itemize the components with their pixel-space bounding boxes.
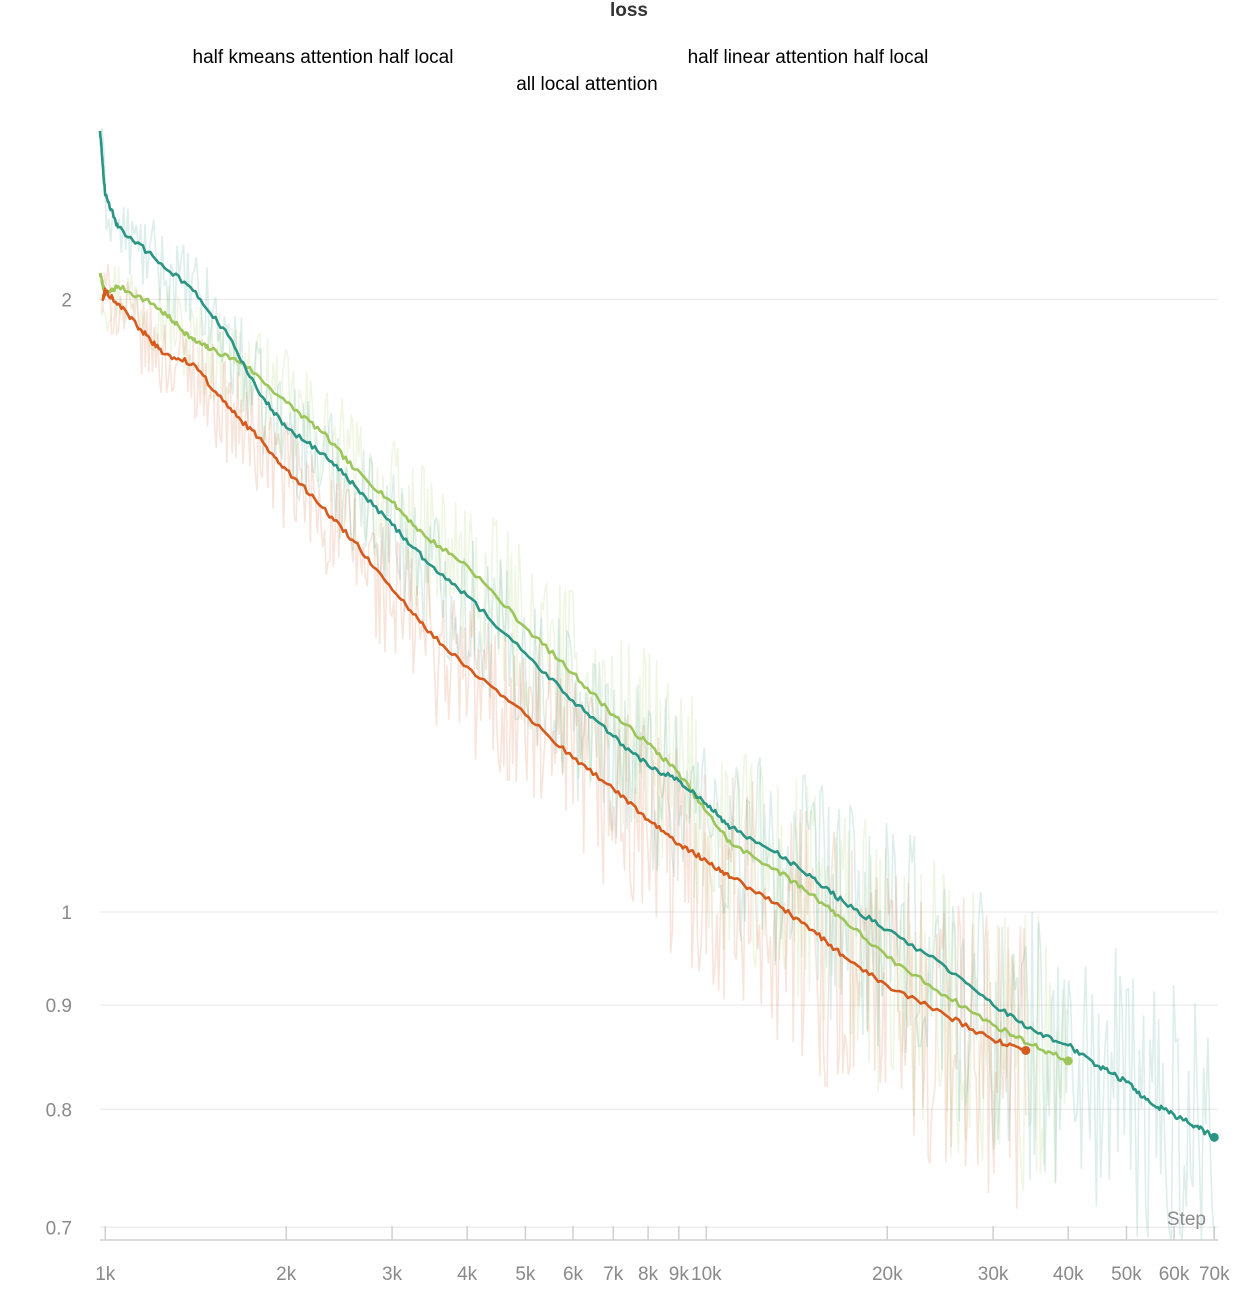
x-tick-label: 60k	[1159, 1264, 1190, 1285]
x-tick-label: 20k	[872, 1264, 903, 1285]
chart-title: loss	[610, 0, 648, 21]
raw-noise-trace	[99, 265, 1069, 1192]
x-tick-label: 40k	[1053, 1264, 1084, 1285]
y-tick-label: 1	[61, 903, 72, 924]
y-tick-label: 0.9	[46, 996, 72, 1017]
y-tick-label: 0.8	[46, 1100, 72, 1121]
series-line[interactable]	[101, 287, 1027, 1052]
x-tick-label: 8k	[638, 1264, 659, 1285]
legend-entry-all-local[interactable]: all local attention	[516, 74, 658, 95]
series-end-marker[interactable]	[1209, 1132, 1219, 1142]
x-tick-label: 7k	[603, 1264, 624, 1285]
series-end-marker[interactable]	[1021, 1045, 1031, 1055]
series-line[interactable]	[98, 130, 1216, 1140]
legend-entry-half-linear[interactable]: half linear attention half local	[688, 47, 929, 68]
x-tick-label: 1k	[95, 1264, 116, 1285]
x-axis-label: Step	[1167, 1209, 1206, 1230]
series-line[interactable]	[98, 272, 1069, 1064]
y-tick-label: 2	[61, 290, 72, 311]
legend-entry-half-kmeans[interactable]: half kmeans attention half local	[193, 47, 454, 68]
x-tick-label: 50k	[1111, 1264, 1142, 1285]
x-tick-label: 2k	[276, 1264, 297, 1285]
y-tick-label: 0.7	[46, 1218, 72, 1239]
x-tick-label: 70k	[1199, 1264, 1230, 1285]
x-tick-label: 9k	[669, 1264, 690, 1285]
legend: half kmeans attention half local all loc…	[193, 47, 929, 95]
x-tick-label: 10k	[691, 1264, 722, 1285]
series-end-marker[interactable]	[1063, 1056, 1073, 1066]
x-tick-label: 4k	[457, 1264, 478, 1285]
raw-loss-noise	[99, 127, 1216, 1241]
series-lines	[98, 130, 1219, 1142]
x-axis-ticks: 1k 2k 3k 4k 5k 6k 7k 8k 9k 10k 20k 30k 40k 50k 60k 70k	[95, 1226, 1230, 1285]
raw-noise-trace	[101, 263, 1027, 1209]
x-tick-label: 5k	[515, 1264, 536, 1285]
x-tick-label: 3k	[382, 1264, 403, 1285]
y-axis-ticks: 2 1 0.9 0.8 0.7	[46, 290, 72, 1239]
x-tick-label: 6k	[563, 1264, 584, 1285]
x-tick-label: 30k	[978, 1264, 1009, 1285]
